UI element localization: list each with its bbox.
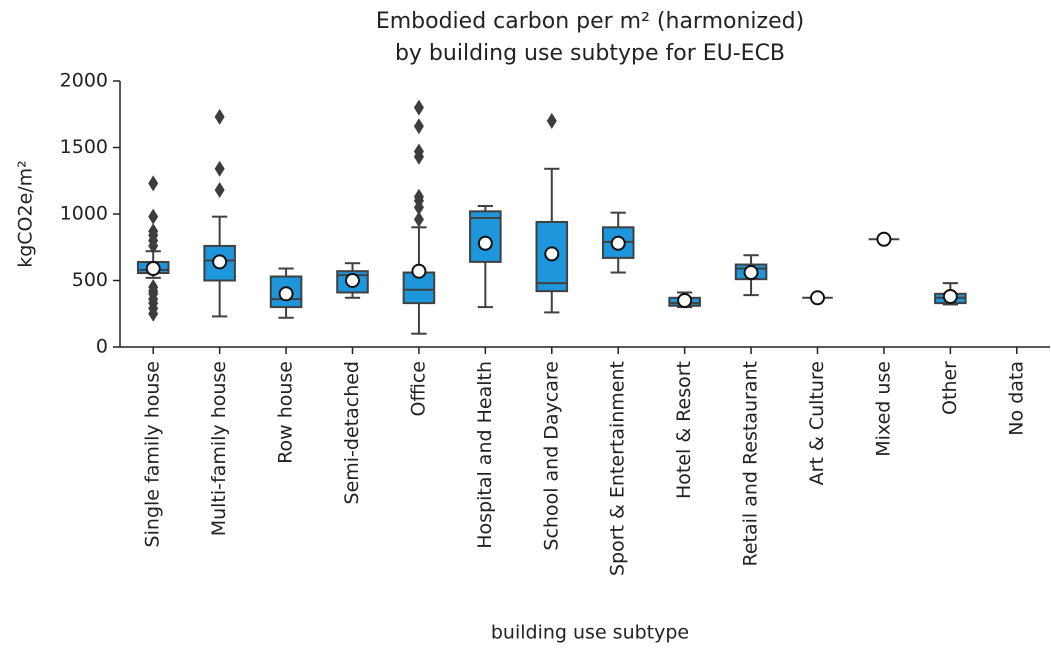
x-tick-label: Multi-family house [208,361,230,536]
x-tick-label: Sport & Entertainment [607,361,629,576]
box [535,220,569,293]
x-tick-label: Hospital and Health [474,361,496,549]
mean-marker [278,286,294,302]
x-tick-label: Semi-detached [341,361,363,504]
mean-marker [544,246,560,262]
outlier [214,160,225,177]
x-tick-label: Office [407,361,429,416]
mean-marker [743,265,759,281]
y-tick-label: 500 [72,269,108,291]
box [469,210,502,263]
y-axis-label: kgCO2e/m² [15,160,37,268]
mean-marker [345,273,360,288]
x-tick-label: Row house [275,361,297,464]
y-tick-label: 0 [96,336,108,358]
x-tick-label: Other [939,361,961,415]
x-tick-label: Retail and Restaurant [740,361,762,567]
outlier [148,237,159,254]
outlier [413,211,424,228]
mean-marker [677,292,693,308]
outlier [148,208,159,225]
mean-marker [942,288,958,304]
outlier [413,143,424,160]
mean-marker [610,235,626,251]
mean-marker [145,261,161,277]
x-tick-label: Hotel & Resort [673,361,695,499]
chart-title: by building use subtype for EU-ECB [395,41,785,66]
x-tick-label: Single family house [142,361,164,547]
y-tick-label: 1500 [60,136,108,158]
mean-marker [212,254,228,270]
outlier [413,188,424,205]
mean-marker [876,231,892,247]
mean-marker [810,290,825,306]
outlier [413,99,424,116]
mean-marker [411,263,427,279]
outlier [214,108,225,125]
mean-marker [477,235,493,251]
x-axis-label: building use subtype [491,622,689,644]
outlier [413,118,424,135]
y-tick-label: 1000 [60,203,108,225]
x-tick-label: No data [1005,361,1027,436]
chart-title: Embodied carbon per m² (harmonized) [376,9,804,34]
outlier [214,182,225,199]
y-tick-label: 2000 [60,70,108,92]
outlier [148,175,159,192]
x-tick-label: Mixed use [872,361,894,457]
x-tick-label: School and Daycare [540,361,562,551]
x-tick-label: Art & Culture [806,361,828,485]
outlier [546,112,557,129]
outlier [148,305,159,322]
